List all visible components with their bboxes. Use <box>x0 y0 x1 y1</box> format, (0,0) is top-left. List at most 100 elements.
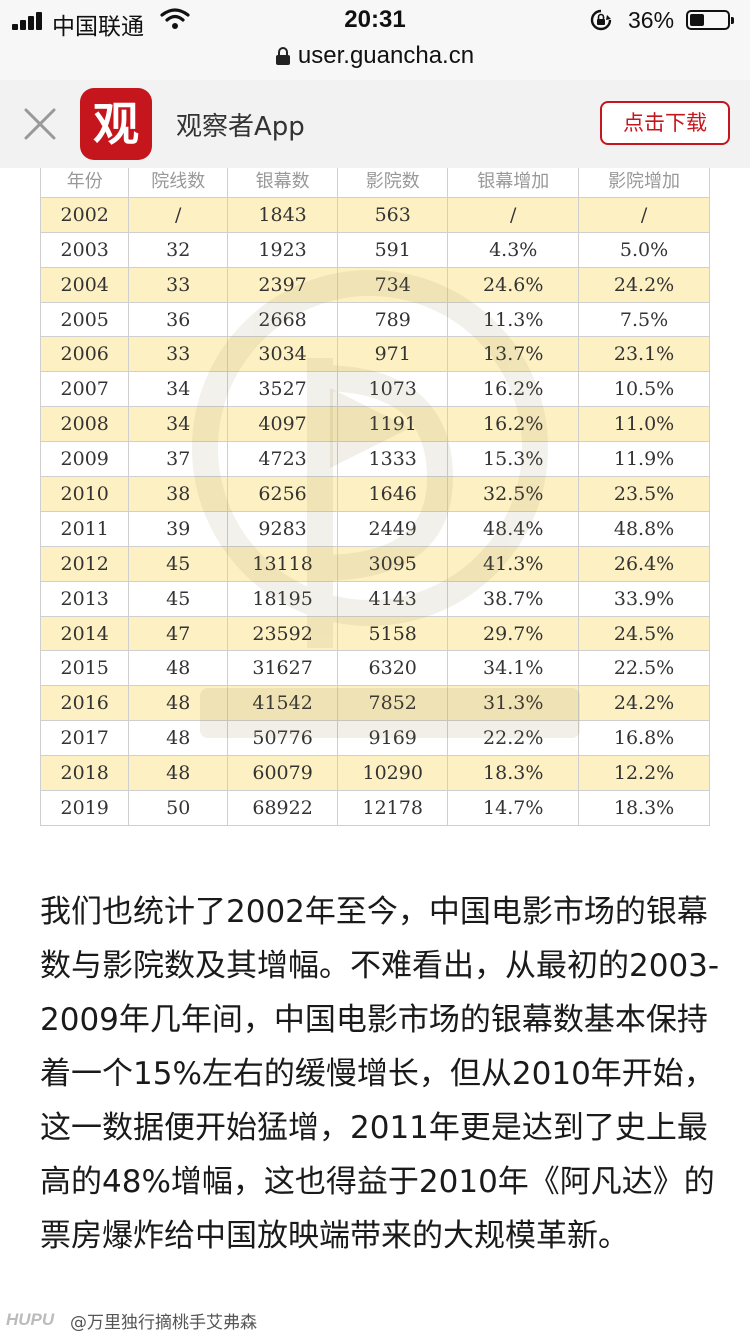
table-cell: 971 <box>337 336 449 373</box>
table-cell: 48 <box>128 720 229 757</box>
carrier-name: 中国联通 <box>52 13 144 39</box>
close-icon[interactable] <box>22 106 58 142</box>
table-cell: 14.7% <box>447 790 580 826</box>
orientation-lock-icon <box>590 9 612 31</box>
table-cell: 50 <box>128 790 229 826</box>
table-cell: 789 <box>337 301 449 338</box>
table-cell: 2018 <box>39 755 130 792</box>
table-cell: 1646 <box>337 476 449 512</box>
table-cell: 18.3% <box>447 755 580 792</box>
table-cell: 33.9% <box>578 580 710 617</box>
table-row: 2018 48 60079 10290 18.3% 12.2% <box>39 755 710 792</box>
download-button[interactable]: 点击下载 <box>600 101 730 145</box>
table-cell: 60079 <box>227 755 339 792</box>
table-cell: 15.3% <box>447 441 580 478</box>
table-row: 2003 32 1923 591 4.3% 5.0% <box>39 231 710 268</box>
table-cell: 2009 <box>39 441 130 478</box>
table-cell: 11.0% <box>578 406 710 443</box>
table-header-cell: 银幕数 <box>227 168 339 198</box>
address-bar[interactable]: user.guancha.cn <box>0 40 750 80</box>
table-cell: 13.7% <box>447 336 580 373</box>
table-cell: 11.9% <box>578 441 710 478</box>
table-cell: 6320 <box>337 650 449 687</box>
table-row: 2006 33 3034 971 13.7% 23.1% <box>39 336 710 373</box>
table-cell: 4723 <box>227 441 339 478</box>
clock: 20:31 <box>344 6 406 33</box>
table-row: 2002/1843 563// <box>39 196 710 233</box>
table-cell: 48 <box>128 685 229 722</box>
table-header-cell: 影院增加 <box>578 168 710 198</box>
table-cell: 4.3% <box>447 231 580 268</box>
table-cell: 47 <box>128 615 229 652</box>
table-row: 2011 39 9283 2449 48.4% 48.8% <box>39 510 710 547</box>
app-logo: 观 <box>80 88 152 160</box>
table-cell: 33 <box>128 336 229 373</box>
table-cell: 2002 <box>39 196 130 233</box>
battery-percent: 36% <box>628 7 675 33</box>
table-cell: 3095 <box>337 545 449 582</box>
table-cell: 734 <box>337 266 449 303</box>
signal-strength-icon <box>12 12 46 30</box>
table-cell: 4143 <box>337 580 449 617</box>
table-cell: 2003 <box>39 231 130 268</box>
table-row: 2009 37 4723 1333 15.3% 11.9% <box>39 441 710 478</box>
table-cell: 24.6% <box>447 266 580 303</box>
table-row: 2015 48 31627 6320 34.1% 22.5% <box>39 650 710 687</box>
table-cell: 1333 <box>337 441 449 478</box>
table-cell: 1191 <box>337 406 449 443</box>
table-cell: 2008 <box>39 406 130 443</box>
table-cell: / <box>128 196 229 233</box>
table-cell: 1843 <box>227 196 339 233</box>
table-cell: 32 <box>128 231 229 268</box>
author-handle: @万里独行摘桃手艾弗森 <box>70 1313 257 1333</box>
cinema-statistics-table: 年份 院线数 银幕数 影院数 银幕增加 影院增加 2002/1843 563//2003 32… <box>39 168 710 826</box>
table-cell: 32.5% <box>447 476 580 512</box>
table-cell: 33 <box>128 266 229 303</box>
table-cell: 2004 <box>39 266 130 303</box>
table-row: 2014 47 23592 5158 29.7% 24.5% <box>39 615 710 652</box>
table-cell: 2011 <box>39 510 130 547</box>
table-cell: 4097 <box>227 406 339 443</box>
app-promo-banner: 观 观察者App 点击下载 <box>0 80 750 169</box>
table-row: 2008 34 4097 1191 16.2% 11.0% <box>39 406 710 443</box>
table-row: 2004 33 2397 734 24.6% 24.2% <box>39 266 710 303</box>
table-cell: 22.5% <box>578 650 710 687</box>
table-cell: 9169 <box>337 720 449 757</box>
table-cell: / <box>578 196 710 233</box>
table-cell: 2006 <box>39 336 130 373</box>
table-cell: 10290 <box>337 755 449 792</box>
table-header-cell: 年份 <box>39 168 130 198</box>
url-text: user.guancha.cn <box>297 42 475 69</box>
table-row: 2005 36 2668 789 11.3% 7.5% <box>39 301 710 338</box>
table-cell: 68922 <box>227 790 339 826</box>
table-cell: 2019 <box>39 790 130 826</box>
table-row: 2007 34 3527 1073 16.2% 10.5% <box>39 371 710 408</box>
table-cell: 9283 <box>227 510 339 547</box>
table-cell: 26.4% <box>578 545 710 582</box>
table-cell: 2010 <box>39 476 130 512</box>
table-cell: 10.5% <box>578 371 710 408</box>
table-cell: 2012 <box>39 545 130 582</box>
table-cell: 2449 <box>337 510 449 547</box>
table-header-cell: 院线数 <box>128 168 229 198</box>
table-cell: 48 <box>128 755 229 792</box>
table-cell: 24.2% <box>578 266 710 303</box>
table-cell: 7.5% <box>578 301 710 338</box>
table-cell: 18.3% <box>578 790 710 826</box>
table-cell: 48.4% <box>447 510 580 547</box>
table-cell: 31627 <box>227 650 339 687</box>
lock-icon <box>275 47 290 65</box>
table-cell: 18195 <box>227 580 339 617</box>
table-cell: 38 <box>128 476 229 512</box>
table-cell: 16.8% <box>578 720 710 757</box>
article-paragraph: 我们也统计了2002年至今，中国电影市场的银幕数与影院数及其增幅。不难看出，从最… <box>40 894 720 1254</box>
table-cell: 38.7% <box>447 580 580 617</box>
table-cell: 13118 <box>227 545 339 582</box>
table-cell: 6256 <box>227 476 339 512</box>
table-row: 2019 50 68922 12178 14.7% 18.3% <box>39 790 710 826</box>
table-cell: 48 <box>128 650 229 687</box>
table-cell: 11.3% <box>447 301 580 338</box>
table-cell: 16.2% <box>447 406 580 443</box>
table-cell: 41.3% <box>447 545 580 582</box>
table-body: 2002/1843 563//2003 32 1923 591 4.3% 5.0% 2004 3… <box>39 196 710 826</box>
